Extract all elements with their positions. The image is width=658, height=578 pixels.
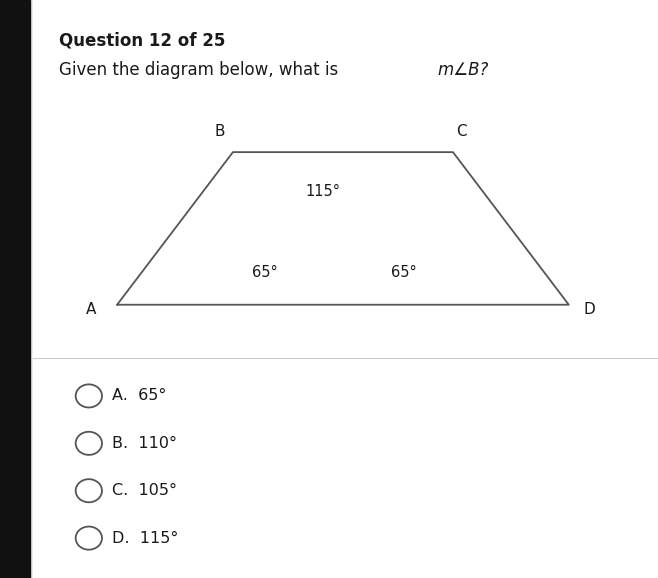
Text: B: B xyxy=(215,124,226,139)
Bar xyxy=(0,0,30,578)
Text: D: D xyxy=(583,302,595,317)
Text: A.  65°: A. 65° xyxy=(112,388,166,403)
Text: A: A xyxy=(86,302,96,317)
Text: C.  105°: C. 105° xyxy=(112,483,177,498)
Text: Given the diagram below, what is: Given the diagram below, what is xyxy=(59,61,343,79)
Text: m∠B?: m∠B? xyxy=(438,61,489,79)
Text: B.  110°: B. 110° xyxy=(112,436,177,451)
Circle shape xyxy=(76,384,102,407)
Text: 115°: 115° xyxy=(305,184,340,199)
Text: D.  115°: D. 115° xyxy=(112,531,178,546)
Text: Question 12 of 25: Question 12 of 25 xyxy=(59,32,226,50)
Circle shape xyxy=(76,479,102,502)
Text: 65°: 65° xyxy=(252,265,278,280)
Circle shape xyxy=(76,432,102,455)
Text: 65°: 65° xyxy=(391,265,417,280)
Circle shape xyxy=(76,527,102,550)
Text: C: C xyxy=(457,124,467,139)
